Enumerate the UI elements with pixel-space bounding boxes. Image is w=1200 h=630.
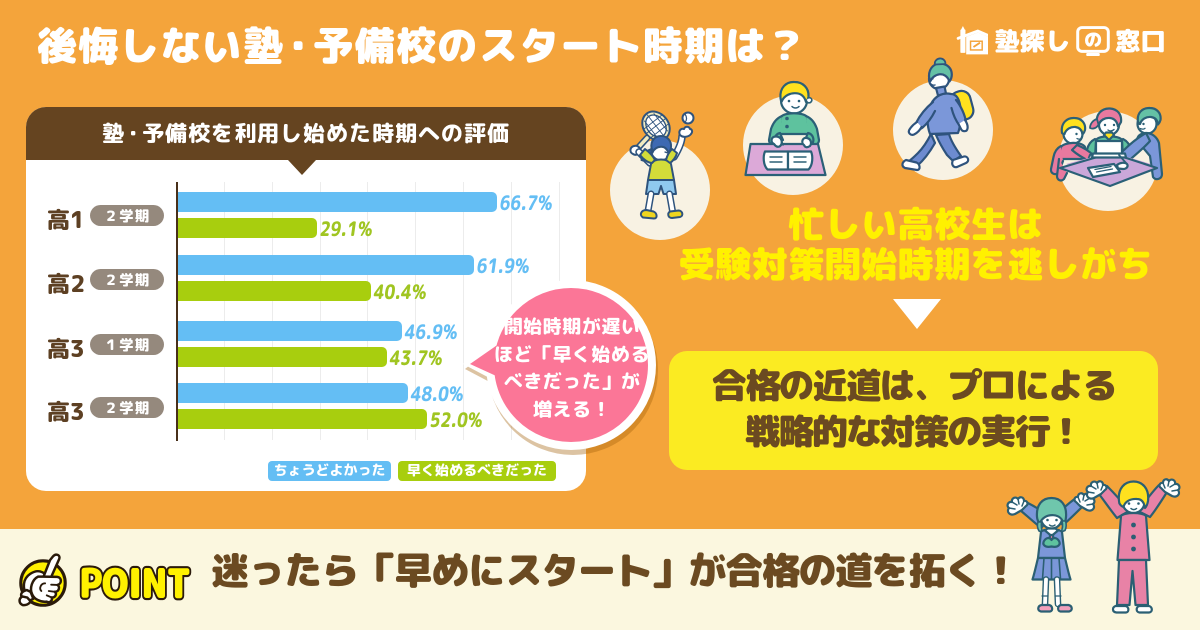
svg-text:の: の [1084,26,1102,51]
